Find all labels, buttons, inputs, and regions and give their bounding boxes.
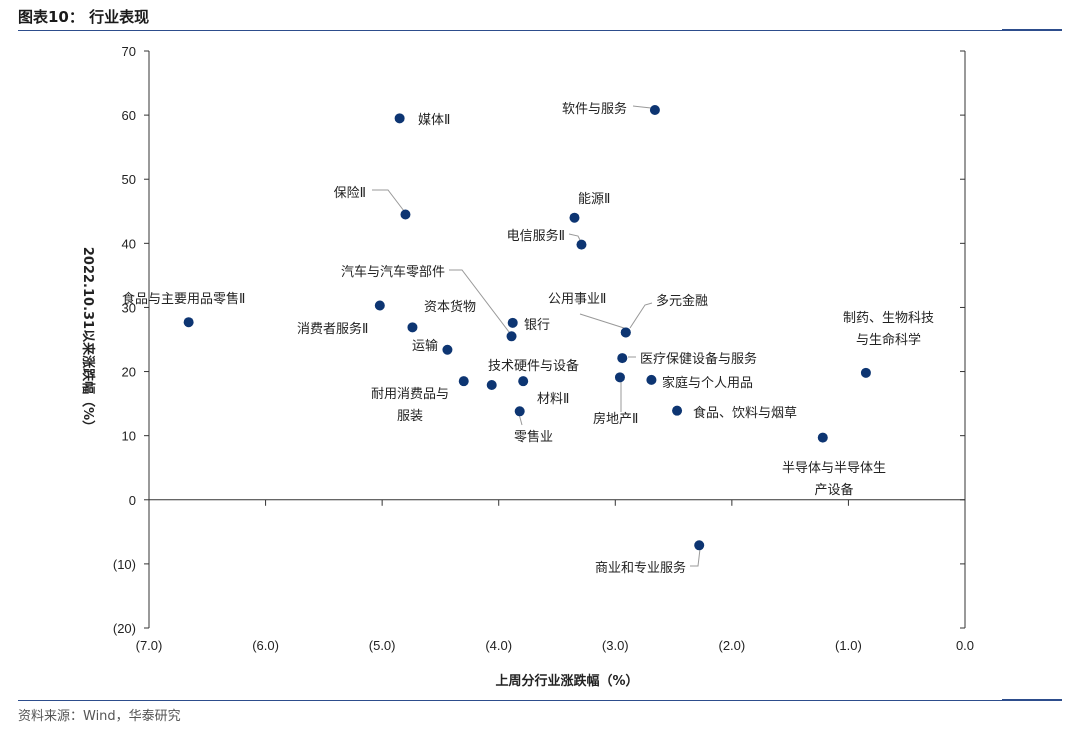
point-label: 房地产Ⅱ <box>593 411 638 427</box>
point-label: 多元金融 <box>656 293 708 309</box>
point-label: 资本货物 <box>424 299 476 315</box>
data-point <box>486 380 497 391</box>
point-label: 保险Ⅱ <box>334 186 366 201</box>
data-points <box>183 104 871 551</box>
data-point <box>507 317 518 328</box>
data-point <box>617 353 628 364</box>
header: 图表10： 行业表现 <box>18 6 1062 31</box>
y-tick-label: (10) <box>113 557 136 572</box>
point-label: 公用事业Ⅱ <box>548 292 606 307</box>
data-point <box>694 540 705 551</box>
point-label: 材料Ⅱ <box>537 392 569 407</box>
y-tick-label: 40 <box>122 236 136 251</box>
y-tick-label: 0 <box>129 493 136 508</box>
data-point <box>620 327 631 338</box>
point-label: 软件与服务 <box>562 101 627 117</box>
y-tick-label: 50 <box>122 172 136 187</box>
leader-line <box>632 105 652 109</box>
x-tick-label: (3.0) <box>602 638 629 653</box>
point-label: 能源Ⅱ <box>578 192 610 207</box>
point-label: 食品与主要用品零售Ⅱ <box>122 291 245 307</box>
data-point <box>860 367 871 378</box>
footer-accent-bar <box>1002 699 1062 701</box>
x-tick-label: (4.0) <box>485 638 512 653</box>
x-tick-label: (2.0) <box>718 638 745 653</box>
point-label: 运输 <box>412 338 438 354</box>
point-label: 消费者服务Ⅱ <box>297 321 368 337</box>
data-point <box>514 406 525 417</box>
data-point <box>817 432 828 443</box>
data-point <box>649 104 660 115</box>
point-label: 零售业 <box>514 429 553 445</box>
leader-line <box>690 548 701 567</box>
data-point <box>672 405 683 416</box>
y-tick-label: 30 <box>122 300 136 315</box>
point-label: 汽车与汽车零部件 <box>341 264 445 280</box>
data-point <box>374 300 385 311</box>
x-axis-title: 上周分行业涨跌幅（%） <box>495 673 638 689</box>
data-point <box>518 376 529 387</box>
x-tick-label: (7.0) <box>136 638 163 653</box>
y-tick-label: 70 <box>122 44 136 59</box>
header-accent-bar <box>1002 29 1062 31</box>
data-point <box>569 212 580 223</box>
point-label: 银行 <box>524 318 550 333</box>
x-tick-label: (1.0) <box>835 638 862 653</box>
axes: 70 60 50 40 30 20 10 0 (10) (20)(7.0) (6.0) (5.0) (4… <box>113 44 974 653</box>
point-label: 电信服务Ⅱ <box>507 228 565 244</box>
header-divider <box>18 30 1062 31</box>
leader-line <box>449 269 510 333</box>
x-tick-label: (6.0) <box>252 638 279 653</box>
footer-divider <box>18 700 1062 701</box>
data-point <box>183 317 194 328</box>
y-tick-label: (20) <box>113 621 136 636</box>
x-tick-label: (5.0) <box>369 638 396 653</box>
scatter-chart: 70 60 50 40 30 20 10 0 (10) (20)(7.0) (6.0) (5.0) (4… <box>80 44 974 689</box>
y-axis-title: 2022.10.31以来涨跌幅（%） <box>80 247 96 433</box>
data-point <box>400 209 411 220</box>
data-point <box>614 372 625 383</box>
y-tick-label: 60 <box>122 108 136 123</box>
point-label: 商业和专业服务 <box>595 560 686 576</box>
point-label: 制药、生物科技与生命科学 <box>843 311 934 348</box>
leader-line <box>629 302 653 329</box>
data-point <box>506 331 517 342</box>
leader-line <box>579 313 625 329</box>
point-label: 食品、饮料与烟草 <box>693 405 797 421</box>
data-point <box>576 239 587 250</box>
data-point <box>394 113 405 124</box>
point-label: 耐用消费品与服装 <box>371 387 449 424</box>
y-tick-label: 20 <box>122 365 136 380</box>
point-label: 半导体与半导体生产设备 <box>782 461 886 498</box>
leader-lines <box>372 105 701 567</box>
figure-title: 图表10： 行业表现 <box>18 8 150 26</box>
point-label: 家庭与个人用品 <box>662 375 753 391</box>
point-label: 技术硬件与设备 <box>488 358 579 374</box>
x-tick-label: 0.0 <box>956 638 974 653</box>
y-tick-label: 10 <box>122 429 136 444</box>
data-point <box>458 376 469 387</box>
source-note: 资料来源：Wind，华泰研究 <box>18 709 181 724</box>
data-point <box>407 322 418 333</box>
data-point <box>646 374 657 385</box>
data-point <box>442 344 453 355</box>
point-label: 媒体Ⅱ <box>418 113 450 128</box>
leader-line <box>372 189 405 212</box>
point-label: 医疗保健设备与服务 <box>640 351 757 367</box>
